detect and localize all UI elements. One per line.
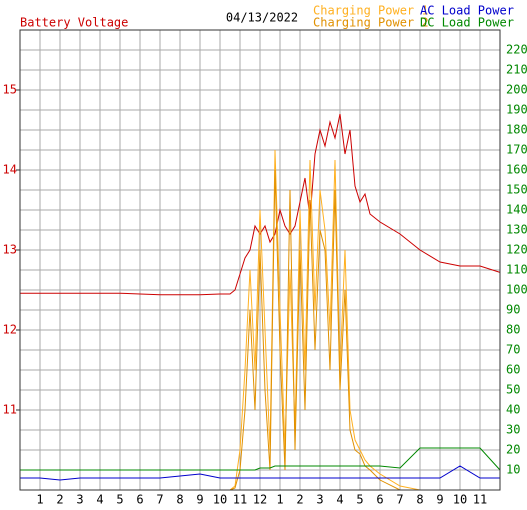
x-tick-label: 6 [376, 493, 383, 507]
y2-tick-label: 130 [506, 223, 527, 237]
y2-tick-label: 70 [506, 343, 520, 357]
x-tick-label: 5 [356, 493, 363, 507]
y2-tick-label: 160 [506, 163, 527, 177]
grid [16, 30, 500, 490]
x-tick-label: 11 [233, 493, 247, 507]
legend-entry: DC Load Power [420, 16, 514, 30]
y2-tick-label: 170 [506, 143, 527, 157]
y2-tick-label: 120 [506, 243, 527, 257]
y2-tick-label: 90 [506, 303, 520, 317]
x-tick-label: 8 [416, 493, 423, 507]
chart-title: 04/13/2022 [226, 11, 298, 25]
series-line [20, 465, 500, 481]
legend-entry: Charging Power 1 [313, 4, 429, 18]
y-tick-label: 14 [3, 163, 17, 177]
plot-border [19, 29, 501, 491]
x-tick-label: 4 [96, 493, 103, 507]
y-tick-label: 11 [3, 403, 17, 417]
y2-tick-label: 10 [506, 463, 520, 477]
y-tick-label: 12 [3, 323, 17, 337]
x-tick-label: 10 [453, 493, 467, 507]
x-tick-label: 10 [213, 493, 227, 507]
x-tick-label: 1 [276, 493, 283, 507]
y2-tick-label: 60 [506, 363, 520, 377]
x-tick-label: 1 [36, 493, 43, 507]
legend-entry: Charging Power 2 [313, 16, 429, 30]
series-line [20, 113, 501, 296]
labels: 1020304050607080901001101201301401501601… [3, 4, 527, 507]
y2-tick-label: 20 [506, 443, 520, 457]
x-tick-label: 2 [56, 493, 63, 507]
y2-tick-label: 200 [506, 83, 527, 97]
legend-entry: AC Load Power [420, 4, 514, 18]
y-tick-label: 15 [3, 83, 17, 97]
x-tick-label: 11 [473, 493, 487, 507]
x-tick-label: 4 [336, 493, 343, 507]
x-tick-label: 9 [436, 493, 443, 507]
y2-tick-label: 80 [506, 323, 520, 337]
y2-tick-label: 210 [506, 63, 527, 77]
y2-tick-label: 40 [506, 403, 520, 417]
legend-entry: Battery Voltage [20, 16, 128, 30]
series-line [20, 447, 501, 471]
y2-tick-label: 180 [506, 123, 527, 137]
y-tick-label: 13 [3, 243, 17, 257]
y2-tick-label: 220 [506, 43, 527, 57]
y2-tick-label: 30 [506, 423, 520, 437]
y2-tick-label: 190 [506, 103, 527, 117]
x-tick-label: 6 [136, 493, 143, 507]
x-tick-label: 5 [116, 493, 123, 507]
x-tick-label: 3 [76, 493, 83, 507]
x-tick-label: 7 [396, 493, 403, 507]
x-tick-label: 8 [176, 493, 183, 507]
y2-tick-label: 50 [506, 383, 520, 397]
x-tick-label: 2 [296, 493, 303, 507]
y2-tick-label: 140 [506, 203, 527, 217]
x-tick-label: 12 [253, 493, 267, 507]
x-tick-label: 9 [196, 493, 203, 507]
y2-tick-label: 100 [506, 283, 527, 297]
x-tick-label: 7 [156, 493, 163, 507]
y2-tick-label: 150 [506, 183, 527, 197]
x-tick-label: 3 [316, 493, 323, 507]
y2-tick-label: 110 [506, 263, 527, 277]
